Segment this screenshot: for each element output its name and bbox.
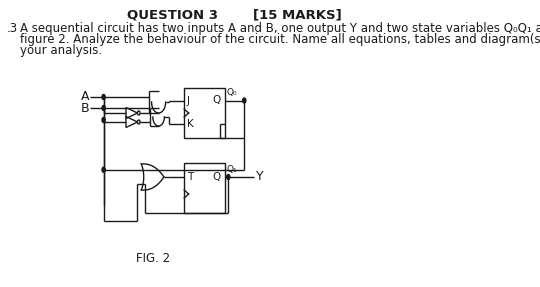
Text: Q₁: Q₁ [226,165,237,174]
Circle shape [102,117,105,123]
Text: J: J [187,96,190,106]
Text: Q₀: Q₀ [226,88,237,98]
Bar [184,163,225,213]
Text: Q: Q [212,172,220,182]
Text: Q: Q [212,96,220,106]
Text: [15 MARKS]: [15 MARKS] [253,8,342,21]
Text: your analysis.: your analysis. [21,44,103,57]
Text: A: A [81,90,90,104]
Text: .3: .3 [6,22,17,35]
Text: figure 2. Analyze the behaviour of the circuit. Name all equations, tables and d: figure 2. Analyze the behaviour of the c… [21,33,540,46]
Text: K: K [187,119,193,129]
Text: B: B [81,102,90,115]
Circle shape [242,98,246,103]
Text: A sequential circuit has two inputs A and B, one output Y and two state variable: A sequential circuit has two inputs A an… [21,22,540,35]
Circle shape [102,94,105,100]
Text: FIG. 2: FIG. 2 [137,252,171,265]
Text: T: T [187,172,193,182]
Bar [184,88,225,138]
Text: QUESTION 3: QUESTION 3 [127,8,218,21]
Text: Y: Y [256,170,264,183]
Circle shape [102,167,105,172]
Circle shape [227,174,230,179]
Circle shape [102,106,105,110]
